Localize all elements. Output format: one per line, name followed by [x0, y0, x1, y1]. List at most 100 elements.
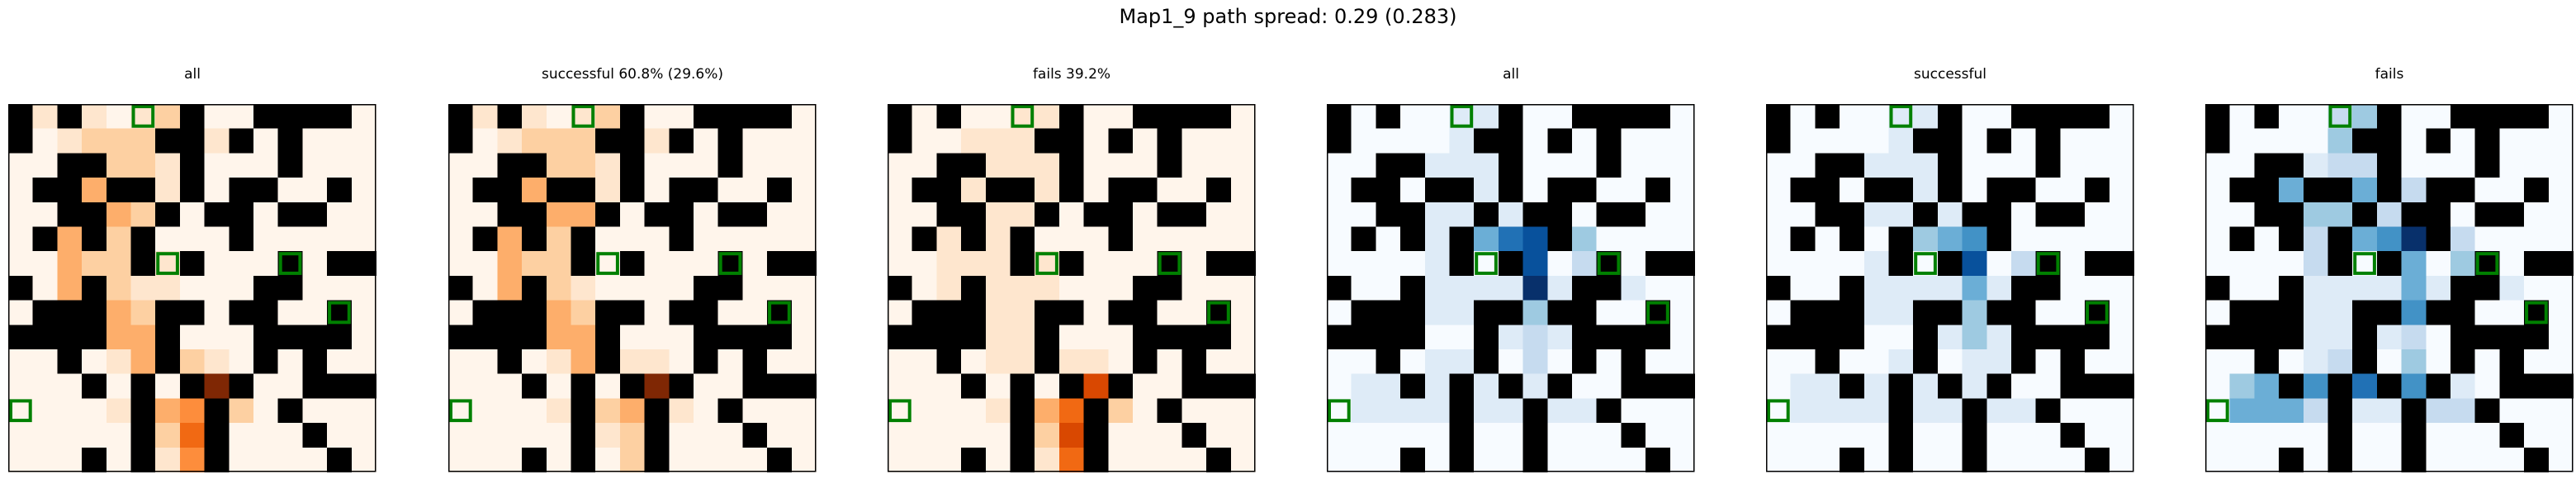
heat-cell: [472, 104, 498, 130]
heat-cell: [1108, 251, 1134, 277]
heat-cell: [717, 226, 743, 252]
heat-cell: [2327, 349, 2353, 375]
heat-cell: [1522, 178, 1548, 203]
wall-cell: [1913, 325, 1939, 350]
wall-cell: [1962, 202, 1987, 228]
wall-cell: [2426, 300, 2451, 325]
wall-cell: [1547, 226, 1573, 252]
heat-cell: [1962, 153, 1987, 178]
wall-cell: [229, 178, 254, 203]
heat-cell: [1522, 128, 1548, 154]
heat-cell: [2205, 226, 2231, 252]
wall-cell: [253, 178, 279, 203]
wall-cell: [669, 373, 694, 399]
heat-cell: [912, 447, 937, 472]
heat-cell: [2035, 373, 2061, 399]
wall-cell: [742, 202, 768, 228]
wall-cell: [253, 275, 279, 301]
wall-cell: [497, 325, 523, 350]
heat-cell: [1424, 202, 1451, 228]
heat-cell: [694, 447, 719, 472]
wall-cell: [767, 325, 793, 350]
wall-cell: [2035, 275, 2061, 301]
wall-cell: [1133, 300, 1158, 325]
heat-cell: [351, 178, 376, 203]
wall-cell: [571, 398, 596, 424]
wall-cell: [32, 226, 58, 252]
heat-cell: [2229, 202, 2255, 228]
heat-cell: [472, 275, 498, 301]
heat-cell: [2011, 423, 2037, 448]
heat-cell: [155, 373, 181, 399]
heat-cell: [1986, 325, 2012, 350]
heat-cell: [1327, 300, 1352, 325]
heat-cell: [961, 251, 987, 277]
heat-cell: [155, 447, 181, 472]
wall-cell: [32, 178, 58, 203]
heat-cell: [1083, 251, 1109, 277]
wall-cell: [1133, 325, 1158, 350]
heat-cell: [888, 178, 913, 203]
wall-cell: [595, 325, 621, 350]
heat-cell: [1547, 153, 1573, 178]
wall-cell: [327, 178, 353, 203]
wall-cell: [961, 202, 987, 228]
heat-cell: [2011, 128, 2037, 154]
heat-cell: [2474, 300, 2500, 325]
heat-cell: [2548, 178, 2574, 203]
heat-cell: [2279, 423, 2304, 448]
wall-cell: [327, 447, 353, 472]
wall-cell: [1351, 300, 1376, 325]
heat-cell: [2499, 128, 2525, 154]
heat-cell: [1522, 300, 1548, 325]
heat-cell: [2426, 447, 2451, 472]
heat-cell: [2085, 153, 2110, 178]
wall-cell: [1888, 226, 1914, 252]
goal-marker: [2353, 252, 2376, 275]
heat-cell: [1181, 178, 1207, 203]
heat-cell: [179, 275, 206, 301]
heat-cell: [1083, 325, 1109, 350]
heat-cell: [229, 349, 254, 375]
wall-cell: [1474, 300, 1499, 325]
heat-cell: [229, 447, 254, 472]
heat-cell: [1327, 447, 1352, 472]
heat-cell: [1474, 447, 1499, 472]
heat-cell: [229, 251, 254, 277]
heat-cell: [2109, 398, 2134, 424]
heat-cell: [472, 423, 498, 448]
heat-cell: [644, 178, 670, 203]
heat-cell: [32, 447, 58, 472]
wall-cell: [2524, 373, 2550, 399]
heat-cell: [1035, 373, 1060, 399]
wall-cell: [1010, 373, 1035, 399]
wall-cell: [82, 373, 107, 399]
heat-cell: [546, 423, 572, 448]
heat-cell: [2085, 275, 2110, 301]
heat-cell: [717, 373, 743, 399]
heat-cell: [2303, 349, 2329, 375]
heat-cell: [1181, 226, 1207, 252]
wall-cell: [179, 300, 206, 325]
wall-cell: [571, 226, 596, 252]
heat-cell: [472, 128, 498, 154]
wall-cell: [669, 226, 694, 252]
heat-cell: [1840, 423, 1865, 448]
wall-cell: [472, 325, 498, 350]
wall-cell: [1058, 104, 1085, 130]
wall-cell: [155, 202, 181, 228]
heat-cell: [1766, 423, 1792, 448]
heat-cell: [717, 447, 743, 472]
heat-cell: [1035, 398, 1060, 424]
heat-cell: [448, 373, 474, 399]
heat-cell: [2327, 153, 2353, 178]
heatmap-grid: [1766, 104, 2134, 472]
heat-cell: [1424, 373, 1451, 399]
wall-cell: [2548, 251, 2574, 277]
heat-cell: [2548, 423, 2574, 448]
heat-cell: [57, 226, 83, 252]
wall-cell: [1327, 128, 1352, 154]
wall-cell: [1572, 275, 1598, 301]
heat-cell: [1646, 202, 1671, 228]
